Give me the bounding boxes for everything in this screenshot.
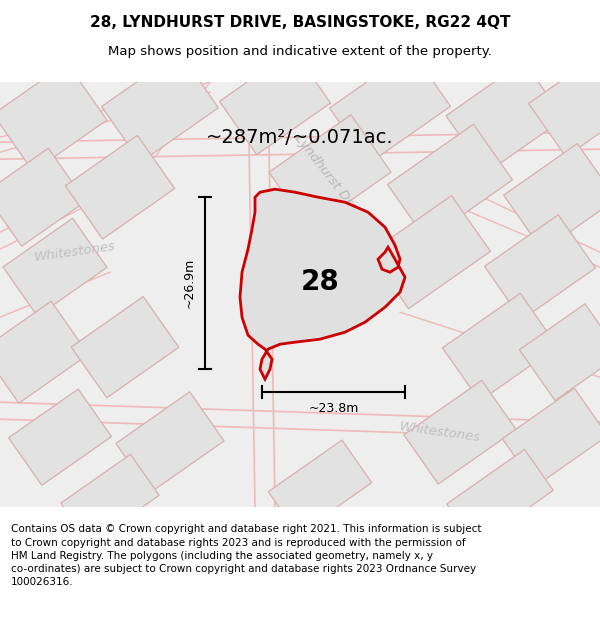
Polygon shape — [446, 61, 564, 173]
Polygon shape — [3, 218, 107, 316]
Polygon shape — [442, 293, 557, 401]
Polygon shape — [503, 144, 600, 251]
Text: Whitestones: Whitestones — [398, 420, 482, 444]
Polygon shape — [520, 304, 600, 401]
Text: ~23.8m: ~23.8m — [308, 402, 359, 415]
Polygon shape — [529, 58, 600, 157]
Text: Contains OS data © Crown copyright and database right 2021. This information is : Contains OS data © Crown copyright and d… — [11, 524, 481, 587]
Polygon shape — [0, 301, 88, 403]
Polygon shape — [447, 449, 553, 545]
Polygon shape — [502, 388, 600, 486]
Polygon shape — [71, 296, 179, 398]
Polygon shape — [269, 115, 391, 229]
Text: 28, LYNDHURST DRIVE, BASINGSTOKE, RG22 4QT: 28, LYNDHURST DRIVE, BASINGSTOKE, RG22 4… — [90, 15, 510, 30]
Polygon shape — [370, 196, 490, 309]
Polygon shape — [61, 454, 159, 544]
Text: Map shows position and indicative extent of the property.: Map shows position and indicative extent… — [108, 44, 492, 58]
Text: ~287m²/~0.071ac.: ~287m²/~0.071ac. — [206, 127, 394, 147]
Polygon shape — [0, 62, 107, 172]
Text: Lyndhurst Drive: Lyndhurst Drive — [292, 132, 368, 222]
Polygon shape — [65, 136, 175, 239]
Polygon shape — [484, 215, 596, 319]
Polygon shape — [101, 52, 218, 162]
Polygon shape — [268, 440, 372, 534]
Polygon shape — [388, 124, 512, 240]
Polygon shape — [116, 392, 224, 492]
Text: 28: 28 — [301, 268, 340, 296]
Polygon shape — [329, 51, 451, 164]
Polygon shape — [8, 389, 112, 486]
Text: ~26.9m: ~26.9m — [182, 258, 196, 308]
Polygon shape — [220, 50, 331, 154]
Text: Whitestones: Whitestones — [34, 240, 116, 264]
Polygon shape — [240, 189, 405, 379]
Polygon shape — [0, 148, 86, 246]
Polygon shape — [404, 381, 516, 484]
